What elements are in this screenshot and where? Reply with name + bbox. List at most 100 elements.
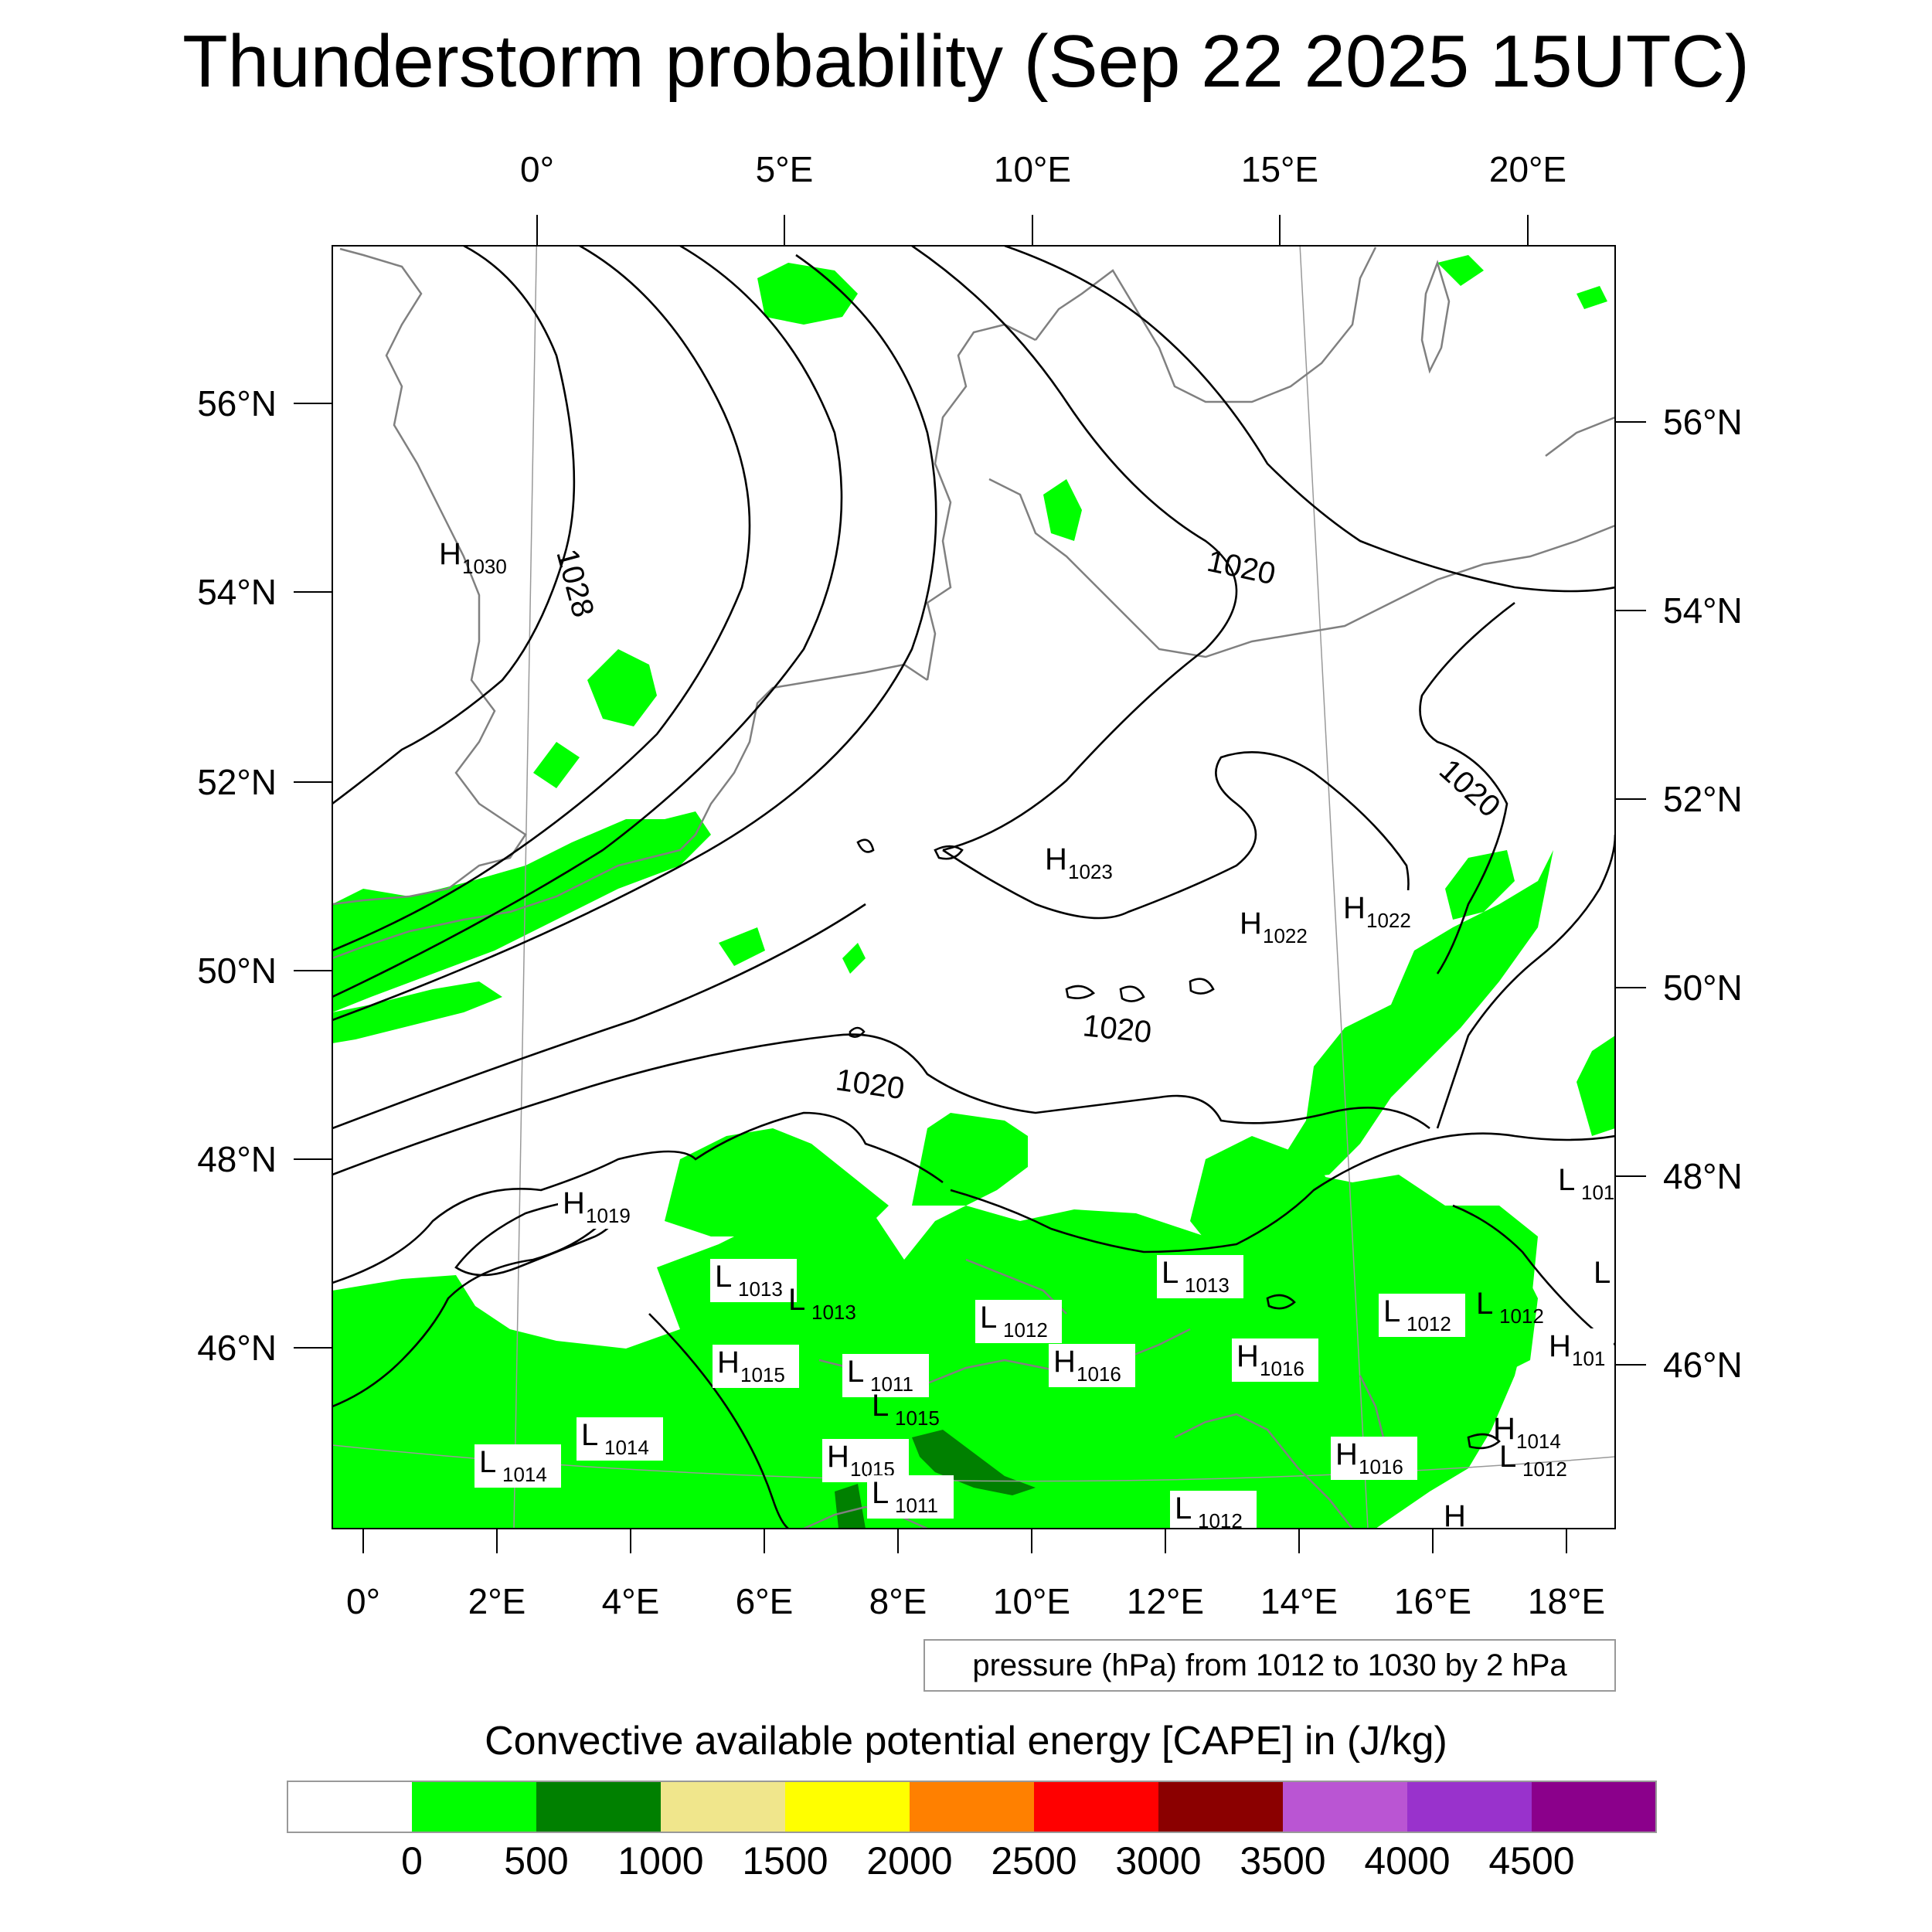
pressure-center-h-1022-b: H 1022: [1338, 890, 1425, 934]
right-lat-label-48n: 48°N: [1663, 1156, 1743, 1196]
isobar-1020-ring: [942, 751, 1410, 928]
colorbar-tick-4500: 4500: [1488, 1839, 1574, 1883]
contour-info-text: pressure (hPa) from 1012 to 1030 by 2 hP…: [972, 1648, 1567, 1682]
cape-area-uk-2: [587, 649, 657, 726]
bottom-lon-label-0: 0°: [346, 1581, 380, 1621]
svg-text:1022: 1022: [1263, 924, 1308, 947]
svg-text:101: 101: [1572, 1347, 1605, 1370]
svg-text:L: L: [1476, 1287, 1493, 1321]
svg-text:L: L: [847, 1355, 864, 1389]
pressure-center-l-edge: L: [1589, 1255, 1615, 1298]
svg-text:1014: 1014: [1516, 1430, 1561, 1453]
top-lon-label-20e: 20°E: [1489, 149, 1566, 189]
svg-text:1012: 1012: [1003, 1318, 1048, 1342]
pressure-center-h-1016-a: H 1016: [1049, 1344, 1135, 1387]
svg-text:1016: 1016: [1077, 1362, 1121, 1386]
cape-area-poland-south: [1445, 850, 1515, 920]
bottom-lon-axis: 0° 2°E 4°E 6°E 8°E 10°E 12°E 14°E 16°E 1…: [346, 1529, 1605, 1621]
isobar-1026: [332, 246, 843, 998]
pressure-center-h-1014: H 1014: [1493, 1412, 1561, 1453]
coastlines: [332, 247, 1615, 1529]
coast-ligurian: [803, 1505, 928, 1529]
colorbar-tick-4000: 4000: [1364, 1839, 1450, 1883]
svg-text:L: L: [980, 1301, 997, 1335]
svg-text:1013: 1013: [811, 1301, 856, 1324]
pressure-center-h-1022-a: H 1022: [1235, 906, 1321, 949]
cape-area-gdansk: [1577, 286, 1607, 309]
isobar-1020-south: [332, 1033, 1430, 1176]
colorbar-tick-2500: 2500: [991, 1839, 1077, 1883]
svg-text:1011: 1011: [870, 1372, 913, 1396]
bottom-lon-label-10e: 10°E: [993, 1581, 1070, 1621]
cape-dark-layer: [835, 1430, 1036, 1529]
colorbar-title: Convective available potential energy [C…: [485, 1719, 1447, 1764]
coast-belgium-netherlands: [648, 663, 928, 859]
coast-uk-east: [332, 247, 527, 906]
svg-text:L: L: [1499, 1440, 1516, 1474]
svg-text:H: H: [563, 1186, 585, 1220]
isobar-1016-a: [950, 1132, 1615, 1253]
colorbar: [287, 1781, 1657, 1833]
cape-area-central: [665, 1128, 889, 1244]
svg-text:1011: 1011: [895, 1494, 938, 1517]
colorbar-tick-1000: 1000: [617, 1839, 703, 1883]
pressure-center-l-1013-a: L 1013: [710, 1259, 797, 1302]
bottom-lon-label-8e: 8°E: [869, 1581, 927, 1621]
pressure-center-l-1012-a: L 1012: [975, 1300, 1062, 1343]
svg-text:L: L: [1594, 1256, 1611, 1290]
isobar-small-6: [849, 1026, 866, 1038]
right-lat-label-50n: 50°N: [1663, 968, 1743, 1008]
svg-text:1014: 1014: [502, 1463, 547, 1486]
left-lat-label-52n: 52°N: [197, 762, 277, 802]
pressure-center-l-1014-a: L 1014: [577, 1417, 663, 1461]
svg-text:L: L: [1383, 1294, 1400, 1328]
top-lon-label-15e: 15°E: [1241, 149, 1318, 189]
right-lat-axis: 56°N 54°N 52°N 50°N 48°N 46°N: [1615, 402, 1743, 1385]
isobar-small-2: [934, 845, 964, 860]
cape-area-hungary: [1267, 850, 1553, 1182]
svg-text:L: L: [872, 1476, 889, 1510]
isobar-1028: [332, 246, 751, 952]
svg-text:H: H: [717, 1345, 740, 1379]
isobar-small-8: [1467, 1433, 1501, 1450]
svg-text:L: L: [581, 1418, 598, 1452]
cape-area-west-1: [332, 811, 711, 1012]
isobar-1022-north: [911, 246, 1238, 852]
svg-text:101: 101: [1581, 1181, 1614, 1204]
svg-text:H: H: [1444, 1499, 1466, 1533]
svg-text:H: H: [1053, 1345, 1076, 1379]
isobar-small-3: [1065, 985, 1096, 999]
svg-text:L: L: [788, 1283, 805, 1317]
isobar-small-4: [1119, 985, 1145, 1002]
svg-text:H: H: [827, 1440, 849, 1474]
bottom-lon-label-18e: 18°E: [1528, 1581, 1605, 1621]
pressure-center-h-edge: H: [1444, 1499, 1466, 1533]
pressure-center-h-1019: H 1019: [558, 1185, 645, 1229]
svg-text:H: H: [1549, 1329, 1571, 1363]
isobar-1022-mid: [332, 903, 866, 1130]
svg-text:H: H: [1493, 1412, 1515, 1446]
top-lon-label-0: 0°: [520, 149, 554, 189]
svg-text:H: H: [439, 537, 461, 571]
pressure-center-l-1011-a: L 1011: [842, 1354, 929, 1397]
left-lat-axis: 56°N 54°N 52°N 50°N 48°N 46°N: [197, 383, 332, 1368]
svg-text:H: H: [1236, 1339, 1259, 1373]
map-title: Thunderstorm probability (Sep 22 2025 15…: [182, 20, 1750, 103]
cape-dark-po-west: [835, 1484, 866, 1529]
cape-dark-po-valley: [912, 1430, 1036, 1495]
pressure-center-l-1011-b: L 1011: [867, 1475, 954, 1519]
colorbar-swatch: [1158, 1781, 1283, 1832]
isobars: [332, 246, 1615, 1529]
right-lat-label-46n: 46°N: [1663, 1345, 1743, 1385]
pressure-centers: H 1030 H 1023 H 1022 H 1022 H 1019: [439, 537, 1615, 1533]
coast-germany-denmark: [926, 323, 1036, 681]
svg-text:H: H: [1045, 842, 1067, 876]
cape-area-west-2: [332, 981, 502, 1043]
contour-info-box: pressure (hPa) from 1012 to 1030 by 2 hP…: [923, 1639, 1616, 1692]
colorbar-swatch: [1283, 1781, 1407, 1832]
pressure-center-l-1012-d: L 1012: [1499, 1440, 1567, 1481]
cape-area-central-east: [912, 1113, 1028, 1206]
colorbar-ticks: 0 500 1000 1500 2000 2500 3000 3500 4000…: [401, 1839, 1575, 1883]
coast-adriatic-north: [1174, 1413, 1353, 1529]
svg-text:L: L: [1175, 1492, 1192, 1526]
